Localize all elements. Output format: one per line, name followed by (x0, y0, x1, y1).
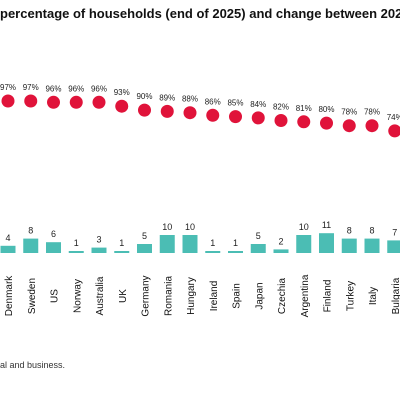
dot-czechia (274, 114, 288, 127)
dot-label-uk: 93% (114, 88, 130, 97)
category-label-germany: Germany (141, 275, 152, 316)
dot-label-australia: 96% (91, 84, 107, 93)
bar-czechia (273, 249, 289, 253)
category-label-denmark: Denmark (4, 275, 15, 317)
bar-label-germany: 5 (142, 231, 147, 241)
dot-norway (69, 95, 83, 109)
dot-label-ireland: 86% (205, 97, 221, 106)
dot-spain (229, 110, 242, 124)
category-label-japan: Japan (254, 282, 265, 309)
bar-label-czechia: 2 (278, 236, 283, 246)
bar-uk (114, 251, 130, 253)
bar-sweden (23, 238, 39, 253)
bar-japan (250, 244, 266, 253)
category-label-italy: Italy (368, 287, 379, 305)
bar-label-bulgaria: 7 (392, 227, 397, 237)
category-label-finland: Finland (323, 280, 334, 313)
bar-finland (319, 233, 334, 253)
dot-japan (251, 111, 265, 125)
category-label-turkey: Turkey (345, 281, 356, 311)
dot-italy (365, 119, 379, 133)
dot-label-hungary: 88% (182, 95, 198, 104)
bar-ireland (205, 251, 221, 253)
category-label-australia: Australia (95, 276, 106, 315)
dot-bulgaria (388, 124, 400, 138)
dot-label-germany: 90% (136, 92, 152, 101)
bar-australia (91, 247, 107, 253)
bar-bulgaria (387, 240, 400, 253)
dot-argentina (297, 115, 311, 129)
dot-label-argentina: 81% (296, 104, 312, 113)
dot-sweden (24, 94, 38, 108)
bar-label-norway: 1 (74, 238, 79, 248)
bar-label-finland: 11 (322, 220, 331, 230)
dot-australia (92, 95, 106, 109)
dot-label-romania: 89% (159, 93, 175, 102)
bar-italy (364, 238, 380, 253)
bar-label-japan: 5 (256, 231, 261, 241)
dot-finland (320, 116, 333, 130)
bar-label-argentina: 10 (299, 222, 309, 232)
dot-label-sweden: 97% (23, 83, 39, 92)
chart-title: percentage of households (end of 2025) a… (0, 6, 400, 21)
bar-label-denmark: 4 (5, 233, 10, 243)
dot-turkey (342, 119, 356, 133)
category-label-romania: Romania (163, 276, 174, 316)
dot-label-denmark: 97% (0, 83, 16, 92)
bar-label-italy: 8 (369, 226, 374, 236)
category-label-hungary: Hungary (186, 277, 197, 315)
dot-germany (138, 103, 151, 117)
category-label-spain: Spain (232, 283, 243, 309)
bar-label-spain: 1 (233, 238, 238, 248)
dot-label-czechia: 82% (273, 103, 289, 112)
category-label-bulgaria: Bulgaria (391, 277, 400, 314)
bar-denmark (0, 245, 16, 253)
bar-label-sweden: 8 (28, 226, 33, 236)
category-label-argentina: Argentina (300, 274, 311, 317)
category-label-ireland: Ireland (209, 281, 220, 312)
bar-label-romania: 10 (162, 222, 172, 232)
bar-label-uk: 1 (119, 238, 124, 248)
dot-us (47, 95, 60, 109)
footnote: al and business. (0, 360, 66, 370)
bar-spain (228, 251, 243, 253)
dot-series: 97% 97% 96% 96% 96% 93% 90% 89% 88% 86% 85% 84% 82% 8… (0, 83, 400, 138)
dot-label-italy: 78% (364, 108, 380, 117)
bar-germany (137, 244, 152, 253)
bar-romania (159, 235, 175, 253)
category-label-norway: Norway (72, 279, 83, 313)
dot-label-turkey: 78% (341, 108, 357, 117)
dot-label-us: 96% (45, 84, 61, 93)
bar-label-ireland: 1 (210, 238, 215, 248)
dot-uk (115, 99, 129, 113)
dot-ireland (206, 108, 220, 122)
category-axis: Denmark Sweden US Norway Australia UK Germany R… (4, 274, 400, 317)
dot-romania (160, 104, 174, 118)
bar-argentina (296, 235, 312, 253)
dot-label-bulgaria: 74% (387, 113, 400, 122)
bar-label-us: 6 (51, 229, 56, 239)
dot-hungary (183, 106, 197, 120)
bar-label-hungary: 10 (185, 222, 195, 232)
dot-label-finland: 80% (318, 105, 334, 114)
bar-hungary (182, 235, 198, 253)
bar-us (46, 242, 61, 253)
dot-label-norway: 96% (68, 84, 84, 93)
dot-label-spain: 85% (227, 99, 243, 108)
category-label-sweden: Sweden (27, 278, 38, 314)
bar-turkey (341, 238, 357, 253)
category-label-czechia: Czechia (277, 278, 288, 315)
bar-label-australia: 3 (96, 235, 101, 245)
bar-norway (68, 251, 84, 253)
category-label-us: US (50, 289, 61, 303)
bar-label-turkey: 8 (347, 226, 352, 236)
category-label-uk: UK (118, 289, 129, 303)
dot-denmark (1, 94, 15, 108)
dot-label-japan: 84% (250, 100, 266, 109)
